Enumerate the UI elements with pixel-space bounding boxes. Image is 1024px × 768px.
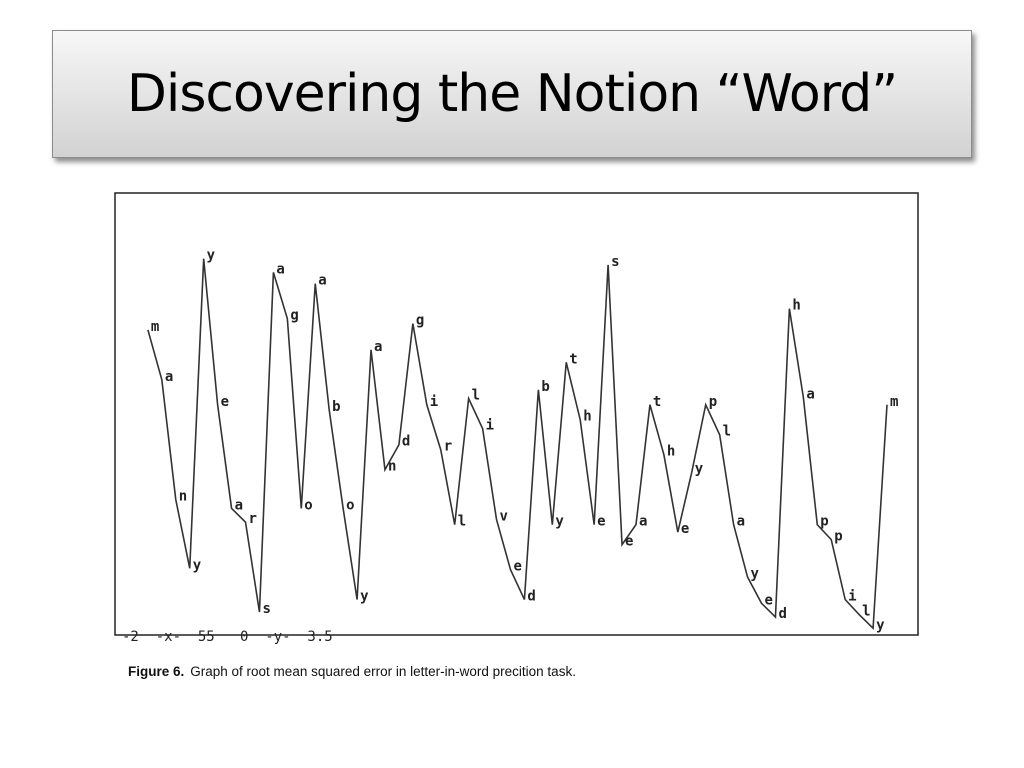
point-label: e (597, 514, 605, 530)
point-label: a (374, 339, 382, 355)
point-label: i (430, 394, 438, 410)
point-label: p (834, 529, 842, 545)
axis-note: -2 -x- 55 0 -y- 3.5 (122, 629, 333, 645)
point-label: y (360, 589, 369, 605)
point-label: y (193, 557, 202, 573)
point-label: v (500, 509, 508, 525)
point-label: l (862, 604, 870, 620)
data-line (147, 258, 888, 631)
point-label: i (486, 417, 494, 433)
point-label: r (444, 439, 452, 455)
point-label: a (737, 514, 745, 530)
point-label: h (667, 444, 675, 460)
point-label: d (778, 606, 786, 622)
point-label: e (513, 559, 521, 575)
point-label: p (820, 514, 828, 530)
point-label: y (207, 248, 216, 264)
caption: Figure 6. Graph of root mean squared erro… (128, 664, 576, 679)
point-label: r (249, 511, 257, 527)
point-label: o (346, 497, 354, 513)
point-label: l (723, 424, 731, 440)
point-label: o (304, 497, 312, 513)
point-label: s (611, 254, 619, 270)
point-label: p (709, 394, 717, 410)
point-label: l (472, 388, 480, 404)
point-label: b (541, 379, 549, 395)
point-label: g (290, 308, 298, 324)
point-label: t (653, 394, 661, 410)
point-label: a (235, 497, 243, 513)
title-box: Discovering the Notion “Word” (52, 30, 972, 158)
point-label: e (625, 534, 633, 550)
point-label: m (151, 319, 159, 335)
point-label: a (276, 261, 284, 277)
point-label: a (318, 273, 326, 289)
slide-title: Discovering the Notion “Word” (126, 64, 898, 124)
point-label: d (402, 434, 410, 450)
point-label: h (792, 298, 800, 314)
point-label: l (458, 514, 466, 530)
caption-text: Graph of root mean squared error in lett… (190, 664, 576, 679)
point-label: n (179, 489, 187, 505)
point-label: g (416, 313, 424, 329)
point-label: n (388, 459, 396, 475)
point-label: a (806, 386, 814, 402)
point-label: h (583, 409, 591, 425)
point-label: m (890, 394, 898, 410)
point-label: y (695, 461, 704, 477)
point-label: a (165, 369, 173, 385)
point-label: e (764, 592, 772, 608)
point-label: d (527, 589, 535, 605)
point-label: y (555, 514, 564, 530)
caption-label: Figure 6. (128, 664, 184, 679)
point-label: y (751, 566, 760, 582)
point-label: b (332, 399, 340, 415)
point-label: i (848, 589, 856, 605)
point-label: t (569, 351, 577, 367)
point-label: s (262, 601, 270, 617)
point-label: y (876, 617, 885, 633)
point-label: e (681, 521, 689, 537)
point-label: a (639, 514, 647, 530)
point-label: e (221, 394, 229, 410)
